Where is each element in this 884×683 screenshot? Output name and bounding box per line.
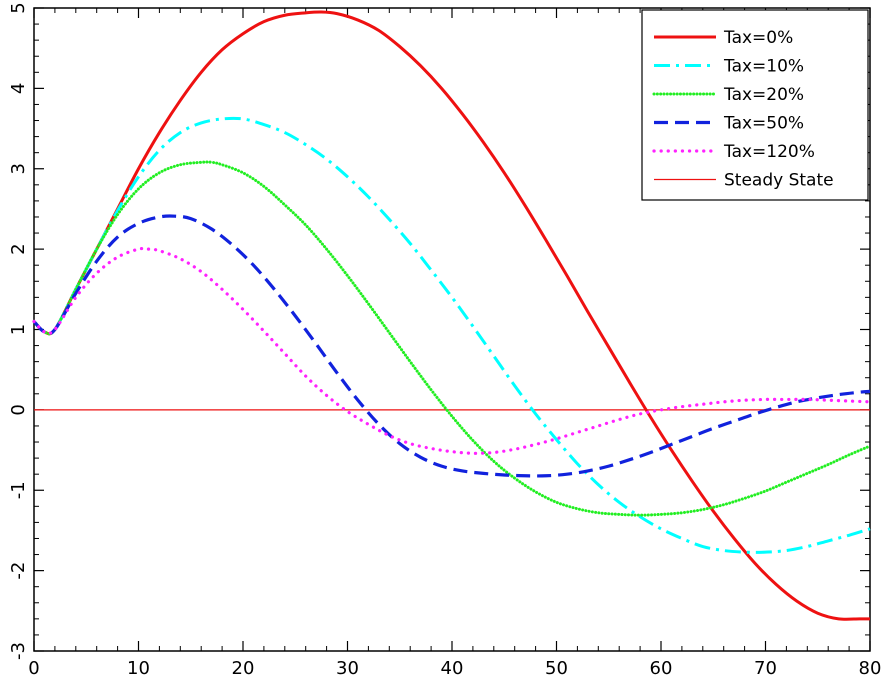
legend-label-3: Tax=50%	[723, 114, 804, 134]
series-line-1	[32, 116, 871, 554]
y-tick-label: -3	[8, 642, 29, 660]
series-line-4	[32, 246, 872, 455]
legend-label-5: Steady State	[724, 171, 834, 191]
x-tick-label: 10	[127, 658, 150, 679]
series-layer	[32, 10, 872, 621]
x-tick-label: 40	[441, 658, 464, 679]
y-tick-label: 5	[8, 2, 29, 13]
y-tick-label: 3	[8, 163, 29, 174]
legend-label-0: Tax=0%	[723, 28, 793, 48]
axis-ticks	[33, 7, 871, 652]
series-line-0	[32, 10, 870, 621]
x-tick-label: 50	[545, 658, 568, 679]
y-tick-label: 1	[8, 324, 29, 335]
x-tick-label: 80	[859, 658, 882, 679]
x-tick-label: 70	[754, 658, 777, 679]
series-line-2	[32, 160, 872, 517]
legend-box	[641, 9, 869, 201]
y-tick-label: 2	[8, 243, 29, 254]
legend: Tax=0% Tax=10% Tax=20% Tax=50% Tax=120% Stead…	[641, 9, 869, 201]
axis-tick-labels: 0 10 20 30 40 50 60 70 80 -3 -2 -1 0 1 2 3 4 5	[8, 2, 881, 679]
y-tick-label: 0	[8, 404, 29, 415]
x-tick-label: 20	[232, 658, 255, 679]
x-tick-label: 60	[650, 658, 673, 679]
series-line-3	[32, 214, 871, 478]
x-tick-label: 30	[336, 658, 359, 679]
legend-label-4: Tax=120%	[723, 142, 815, 162]
y-tick-label: 4	[8, 83, 29, 94]
x-tick-label: 0	[28, 658, 39, 679]
legend-label-2: Tax=20%	[723, 85, 804, 105]
legend-label-1: Tax=10%	[723, 57, 804, 77]
y-tick-label: -2	[8, 562, 29, 580]
y-tick-label: -1	[8, 481, 29, 499]
